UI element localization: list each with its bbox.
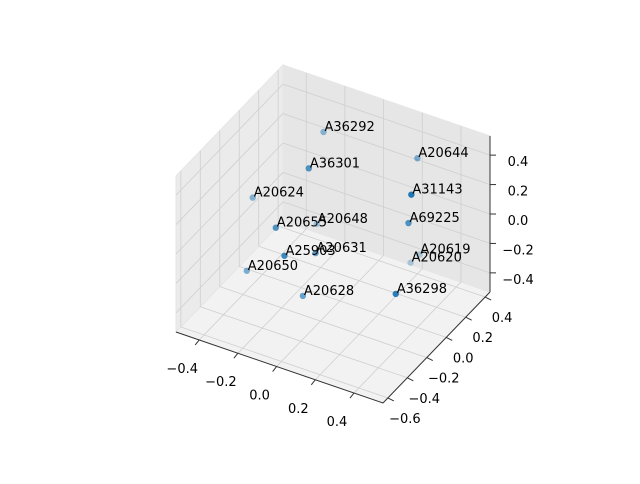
grid-line (180, 326, 388, 399)
grid-line (315, 268, 423, 381)
x-tick-label: 0.0 (249, 389, 270, 404)
z-tick-label: 0.4 (508, 155, 529, 170)
point-label: A25903 (285, 244, 335, 259)
grid-line (258, 245, 466, 318)
y-tick-label: −0.6 (389, 412, 421, 427)
point (392, 290, 399, 298)
x-tick (349, 392, 355, 399)
grid-line (175, 113, 284, 225)
point (243, 267, 250, 274)
point-label: A36298 (397, 282, 447, 297)
point-label: A69225 (410, 211, 460, 226)
grid-line (282, 142, 491, 215)
point (405, 219, 412, 227)
z-tick-label: −0.2 (502, 243, 534, 258)
grid-line (219, 286, 427, 358)
point-label: A20631 (317, 241, 367, 256)
point-label: A20655 (277, 216, 327, 231)
y-tick (484, 296, 492, 301)
y-tick-label: 0.2 (472, 331, 493, 346)
point (312, 249, 319, 257)
point-label: A20644 (418, 146, 468, 161)
y-tick (407, 377, 414, 382)
point-label: A36301 (310, 156, 360, 171)
grid-line (175, 142, 284, 255)
point-label: A20648 (318, 212, 368, 227)
y-tick (446, 336, 453, 341)
grid-line (175, 201, 284, 314)
point-label: A20624 (254, 186, 304, 201)
x-tick-label: −0.4 (166, 362, 198, 377)
grid-line (278, 225, 486, 298)
grid-line (200, 306, 408, 379)
point-label: A36292 (325, 120, 375, 135)
grid-line (282, 172, 491, 244)
point (320, 128, 327, 136)
y-tick-label: 0.0 (453, 351, 474, 366)
grid-line (237, 241, 346, 354)
point (249, 194, 256, 201)
x-axis (175, 331, 384, 404)
x-tick-label: −0.2 (205, 375, 237, 390)
y-tick (387, 397, 395, 402)
point (407, 259, 414, 266)
point (272, 224, 280, 231)
x-tick (233, 352, 239, 359)
point-label: A20620 (412, 251, 462, 266)
grid-line (175, 83, 284, 196)
point-label: A31143 (412, 183, 462, 198)
x-tick-label: 0.2 (288, 402, 309, 417)
grid-line (175, 172, 284, 284)
x-tick (272, 366, 277, 372)
z-tick-label: −0.4 (502, 273, 534, 288)
grid-line (239, 266, 447, 338)
grid-line (282, 113, 491, 185)
grid-line (282, 83, 491, 156)
y-tick-label: −0.4 (409, 392, 441, 407)
point-label: A20650 (248, 259, 298, 274)
y-axis (382, 291, 491, 404)
x-tick-label: 0.4 (327, 415, 348, 430)
grid-line (198, 228, 307, 341)
point-label: A20628 (304, 284, 354, 299)
point (299, 292, 307, 300)
point (281, 252, 288, 259)
y-tick-label: 0.4 (492, 311, 513, 326)
point (313, 220, 320, 228)
point (305, 165, 313, 172)
y-tick-label: −0.2 (428, 372, 460, 387)
point (416, 251, 423, 258)
grid-line (276, 255, 384, 367)
x-tick (310, 379, 316, 386)
point (414, 155, 421, 162)
y-tick (465, 316, 472, 321)
grid-line (282, 201, 491, 274)
point-label: A20619 (420, 243, 470, 258)
point (408, 191, 415, 198)
y-tick (426, 357, 433, 362)
z-tick-label: 0.2 (508, 185, 529, 200)
z-tick-label: 0.0 (508, 214, 529, 229)
x-tick (194, 339, 200, 346)
grid-line (353, 281, 462, 394)
